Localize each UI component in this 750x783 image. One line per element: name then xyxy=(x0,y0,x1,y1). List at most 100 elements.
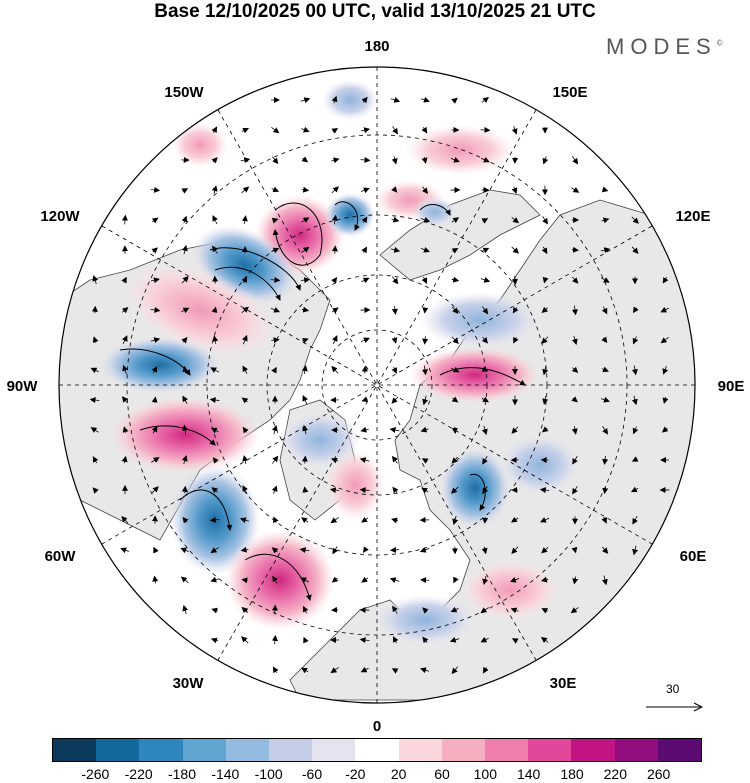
wind-vector xyxy=(360,156,371,163)
wind-vector xyxy=(330,517,339,524)
colorbar xyxy=(52,738,702,762)
wind-vector xyxy=(541,336,549,344)
wind-vector xyxy=(89,397,100,404)
wind-vector xyxy=(542,156,549,165)
wind-vector xyxy=(513,336,519,344)
wind-vector xyxy=(181,244,188,255)
wind-vector xyxy=(602,455,609,466)
wind-vector xyxy=(571,246,579,253)
wind-vector xyxy=(361,365,368,374)
wind-vector xyxy=(509,576,520,583)
wind-vector xyxy=(482,455,488,465)
wind-vector xyxy=(303,636,309,644)
wind-vector xyxy=(420,216,431,223)
wind-vector xyxy=(181,215,188,224)
wind-vector xyxy=(451,396,459,403)
lon-label-120e: 120E xyxy=(675,208,710,225)
reference-vector: 30 xyxy=(644,682,704,722)
wind-vector xyxy=(451,366,460,373)
wind-vector xyxy=(329,487,340,494)
wind-vector xyxy=(270,276,281,283)
wind-vector xyxy=(481,336,489,344)
wind-vector xyxy=(422,636,429,644)
wind-vector xyxy=(271,186,280,193)
wind-vector xyxy=(120,547,130,554)
wind-vector xyxy=(540,637,549,643)
wind-vector xyxy=(359,457,370,464)
wind-vector xyxy=(389,427,400,434)
wind-vector xyxy=(511,426,519,434)
wind-vector xyxy=(271,217,279,224)
wind-vector xyxy=(302,337,309,344)
wind-vector xyxy=(212,457,219,464)
wind-vector xyxy=(571,305,578,316)
wind-vector xyxy=(271,485,278,494)
wind-vector xyxy=(632,545,639,556)
wind-vector xyxy=(571,396,578,403)
wind-vector xyxy=(363,546,369,553)
lon-label-90e: 90E xyxy=(718,378,745,395)
wind-vector xyxy=(421,186,428,195)
wind-vector xyxy=(212,245,218,254)
wind-vector xyxy=(632,336,639,345)
wind-vector xyxy=(511,126,518,135)
wind-vector xyxy=(122,335,128,345)
wind-vector xyxy=(302,605,309,614)
wind-vector xyxy=(572,276,579,284)
colorbar-swatch xyxy=(182,739,226,761)
graticule xyxy=(59,67,695,703)
wind-vector xyxy=(182,365,189,374)
wind-vector xyxy=(151,366,158,374)
wind-vector xyxy=(271,547,279,554)
wind-vector xyxy=(209,397,220,404)
colorbar-tick-label: -140 xyxy=(211,766,240,782)
wind-vector xyxy=(211,157,218,164)
wind-vector xyxy=(510,607,519,614)
wind-vector xyxy=(481,425,488,436)
wind-vector xyxy=(240,157,251,164)
colorbar-ticks: -260 -220 -180 -140 -100 -60 -20 20 60 100 140 180 2… xyxy=(52,763,702,783)
wind-vector xyxy=(242,365,249,374)
wind-vector xyxy=(92,275,99,285)
wind-vector xyxy=(153,546,159,554)
wind-vector xyxy=(391,337,398,344)
wind-vector xyxy=(601,217,610,224)
wind-vector xyxy=(660,336,669,344)
wind-vector xyxy=(572,156,579,165)
wind-vector xyxy=(390,246,401,253)
wind-vector xyxy=(541,608,549,614)
wind-vector xyxy=(242,426,249,434)
wind-vector xyxy=(631,456,639,462)
wind-vector xyxy=(331,307,339,314)
map-disk xyxy=(59,67,695,703)
wind-vector xyxy=(241,127,250,134)
wind-vector xyxy=(121,515,129,524)
wind-vector xyxy=(122,426,129,433)
wind-vector xyxy=(542,216,548,225)
wind-vector xyxy=(151,277,160,284)
lon-label-150e: 150E xyxy=(552,84,587,101)
wind-vector xyxy=(212,335,219,344)
wind-vector xyxy=(151,457,160,463)
wind-vector xyxy=(209,516,220,523)
wind-vector xyxy=(302,395,308,405)
wind-vector xyxy=(211,306,218,314)
wind-vector xyxy=(332,546,339,555)
lon-label-150w: 150W xyxy=(164,84,204,101)
wind-vector xyxy=(272,575,278,584)
wind-vector xyxy=(601,186,609,193)
wind-vector xyxy=(242,334,248,345)
wind-vector xyxy=(271,455,279,464)
wind-vector xyxy=(453,576,459,584)
wind-vector xyxy=(211,126,218,134)
wind-vector xyxy=(360,337,370,344)
wind-vector xyxy=(511,638,519,644)
colorbar-tick-label: 220 xyxy=(603,766,628,782)
wind-vector xyxy=(301,186,310,193)
wind-vector xyxy=(389,577,400,584)
wind-vector xyxy=(662,366,669,375)
wind-vector xyxy=(511,186,518,195)
polar-stereographic-map: 180 150W 150E 120W 120E 90W 90E 60W 60E … xyxy=(7,38,745,735)
wind-vector xyxy=(482,306,489,315)
wind-vector xyxy=(451,97,458,104)
